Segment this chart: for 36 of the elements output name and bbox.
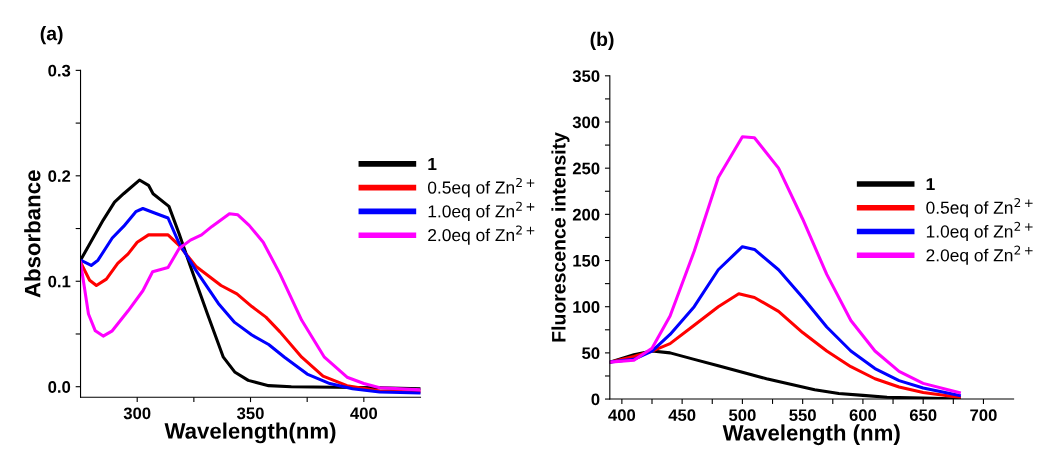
- legend-label: 0.5eq of Zn$^{2+}$: [926, 198, 1033, 218]
- y-tick-label: 50: [582, 347, 600, 360]
- x-tick-label: 450: [668, 409, 696, 422]
- legend-label: 1.0eq of Zn$^{2+}$: [428, 201, 535, 221]
- legend-label: 1: [428, 157, 437, 170]
- y-tick-label: 300: [572, 116, 600, 129]
- x-tick-label: 400: [608, 409, 636, 422]
- y-axis-title: Fluorescence intensity: [551, 132, 570, 342]
- x-tick-label: 500: [729, 409, 756, 422]
- y-axis-title: Absorbance: [24, 170, 41, 298]
- x-tick-label: 700: [970, 409, 997, 422]
- x-tick-label: 650: [909, 409, 937, 422]
- legend-label: 2.0eq of Zn$^{2+}$: [926, 245, 1033, 265]
- x-axis-title: Wavelength(nm): [164, 422, 336, 444]
- y-tick-label: 0.1: [48, 275, 71, 288]
- y-tick-label: 0.2: [48, 170, 71, 183]
- y-tick-label: 250: [572, 162, 600, 175]
- x-tick-label: 300: [123, 407, 151, 420]
- legend-label: 1: [926, 178, 935, 191]
- x-tick-label: 350: [237, 407, 264, 420]
- y-tick-label: 0.3: [48, 64, 71, 77]
- y-tick-label: 150: [573, 254, 600, 267]
- y-tick-label: 0.0: [48, 381, 71, 393]
- x-axis-title: Wavelength (nm): [722, 424, 900, 446]
- x-tick-label: 400: [350, 407, 378, 420]
- y-tick-label: 200: [572, 208, 600, 221]
- y-tick-label: 100: [573, 301, 600, 313]
- legend-label: 2.0eq of Zn$^{2+}$: [428, 225, 535, 245]
- legend-label: 0.5eq of Zn$^{2+}$: [427, 177, 535, 198]
- x-tick-label: 550: [789, 409, 816, 422]
- chart-title: (a): [40, 26, 63, 45]
- y-tick-label: 0: [591, 393, 600, 406]
- chart-title: (b): [590, 31, 614, 50]
- legend-label: 1.0eq of Zn$^{2+}$: [926, 221, 1033, 242]
- y-tick-label: 350: [572, 70, 600, 83]
- x-tick-label: 600: [849, 409, 877, 422]
